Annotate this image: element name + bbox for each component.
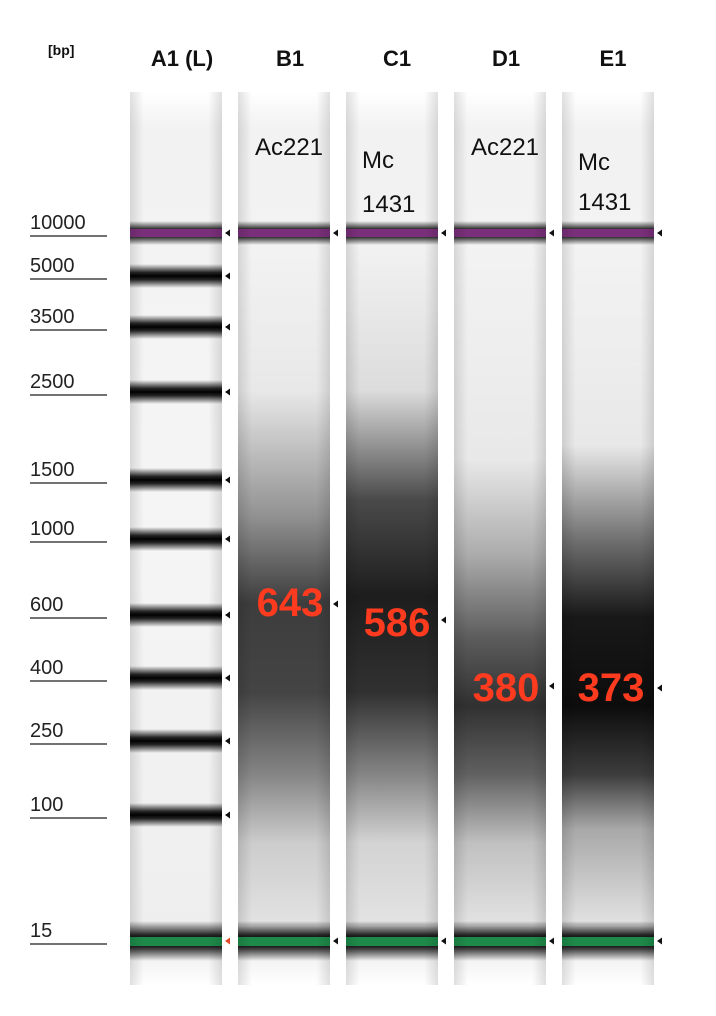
sample-name-c1-line1: Mc [362,147,394,174]
ladder-size-label: 15 [30,920,52,942]
lane-side-shade [346,92,438,985]
ladder-size-label: 10000 [30,212,86,234]
lane-a1 [130,92,230,985]
band-marker-arrow [441,937,446,945]
band-marker-arrow [441,616,446,624]
ladder-size-label: 2500 [30,371,75,393]
band-marker-arrow [549,229,554,237]
ladder-size-label: 100 [30,794,63,816]
lane-header-b1: B1 [276,46,304,71]
gel-lanes [130,92,662,985]
lane-side-shade [238,92,330,985]
band-marker-arrow [225,272,230,280]
band-marker-arrow [225,476,230,484]
ladder-size-label: 3500 [30,306,75,328]
peak-label-e1: 373 [578,666,645,710]
sample-name-c1-line2: 1431 [362,191,415,218]
band-marker-arrow [549,682,554,690]
sample-name-e1-line2: 1431 [578,189,631,216]
ladder-size-axis: 10000 5000 3500 2500 1500 1000 600 400 250 100 15 [30,212,107,945]
ladder-size-label: 400 [30,657,63,679]
band-marker-arrow [333,937,338,945]
band-marker-arrow [225,674,230,682]
band-marker-arrow [225,937,230,945]
band-marker-arrow [225,535,230,543]
lane-b1 [238,92,338,985]
lane-c1 [346,92,446,985]
band-marker-arrow [225,229,230,237]
ladder-size-label: 600 [30,594,63,616]
lane-header-e1: E1 [600,46,627,71]
band-marker-arrow [225,737,230,745]
lane-header-c1: C1 [383,46,411,71]
peak-label-d1: 380 [473,666,540,710]
peak-label-b1: 643 [257,581,324,625]
band-marker-arrow [333,600,338,608]
band-marker-arrow [549,937,554,945]
band-marker-arrow [225,388,230,396]
ladder-size-label: 5000 [30,255,75,277]
lane-side-shade [454,92,546,985]
lane-e1 [562,92,662,985]
bp-unit-label: [bp] [48,42,74,58]
lane-side-shade [562,92,654,985]
lane-d1 [454,92,554,985]
band-marker-arrow [333,229,338,237]
lane-header-d1: D1 [492,46,520,71]
band-marker-arrow [441,229,446,237]
peak-label-c1: 586 [364,601,431,645]
band-marker-arrow [657,684,662,692]
sample-name-b1: Ac221 [255,134,323,161]
lane-header-a1: A1 (L) [151,46,213,71]
ladder-size-label: 1500 [30,459,75,481]
band-marker-arrow [225,811,230,819]
band-marker-arrow [657,937,662,945]
band-marker-arrow [225,323,230,331]
ladder-size-label: 1000 [30,518,75,540]
band-marker-arrow [657,229,662,237]
lane-side-shade [130,92,222,985]
sample-name-e1-line1: Mc [578,149,610,176]
sample-name-d1: Ac221 [471,134,539,161]
ladder-size-label: 250 [30,720,63,742]
band-marker-arrow [225,611,230,619]
